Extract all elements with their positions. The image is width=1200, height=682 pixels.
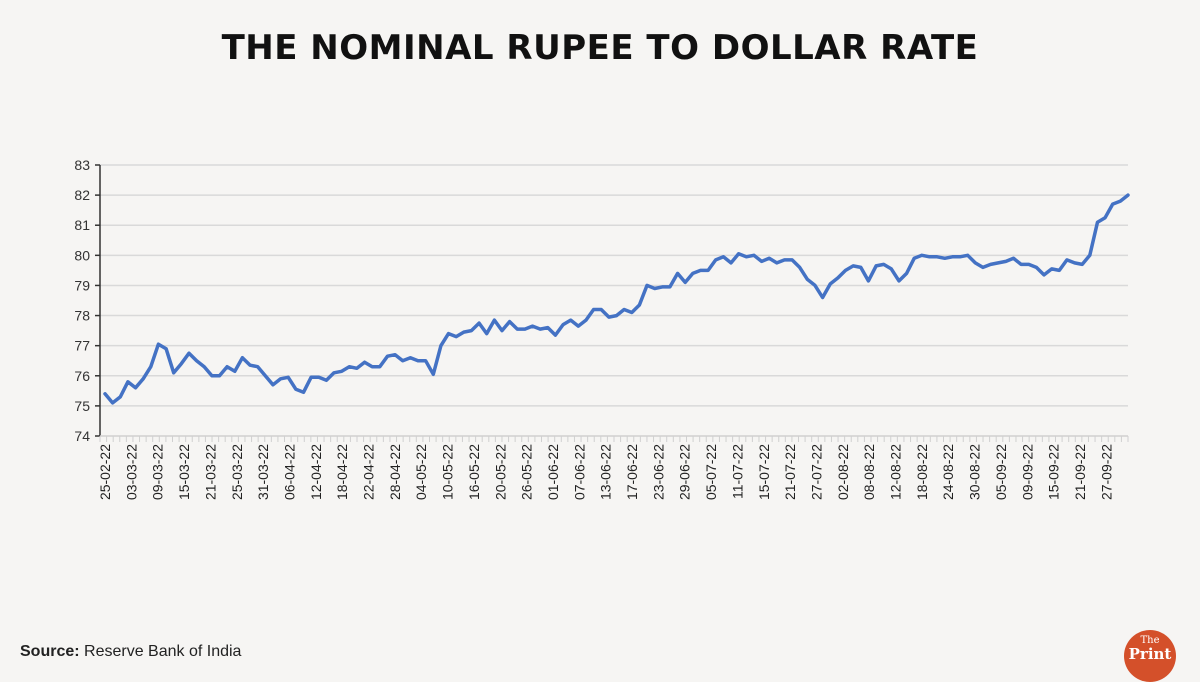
x-tick-label: 02-08-22 — [835, 444, 851, 500]
x-tick-label: 28-04-22 — [387, 444, 403, 500]
x-tick-label: 08-08-22 — [861, 444, 877, 500]
x-tick-label: 24-08-22 — [940, 444, 956, 500]
x-tick-label: 10-05-22 — [440, 444, 456, 500]
x-tick-label: 01-06-22 — [545, 444, 561, 500]
theprint-logo: The Print — [1124, 630, 1176, 682]
x-tick-label: 11-07-22 — [729, 444, 745, 499]
x-tick-label: 07-06-22 — [571, 444, 587, 500]
y-tick-label: 79 — [74, 277, 90, 293]
x-tick-label: 09-09-22 — [1019, 444, 1035, 500]
x-tick-label: 23-06-22 — [650, 444, 666, 500]
x-tick-label: 31-03-22 — [255, 444, 271, 500]
rate-line — [105, 195, 1128, 403]
y-tick-label: 82 — [74, 187, 90, 203]
x-tick-label: 25-02-22 — [97, 444, 113, 500]
x-tick-label: 16-05-22 — [466, 444, 482, 500]
source-text: Reserve Bank of India — [84, 643, 241, 660]
y-tick-label: 74 — [74, 428, 90, 444]
x-tick-label: 05-09-22 — [993, 444, 1009, 500]
x-tick-label: 05-07-22 — [703, 444, 719, 500]
x-tick-label: 06-04-22 — [281, 444, 297, 500]
y-tick-label: 78 — [74, 308, 90, 324]
x-tick-label: 22-04-22 — [361, 444, 377, 500]
x-tick-label: 15-09-22 — [1046, 444, 1062, 500]
x-tick-label: 25-03-22 — [229, 444, 245, 500]
y-tick-label: 81 — [74, 217, 90, 233]
x-tick-label: 04-05-22 — [413, 444, 429, 500]
x-tick-label: 21-09-22 — [1072, 444, 1088, 500]
y-tick-label: 83 — [74, 157, 90, 173]
y-tick-label: 77 — [74, 338, 90, 354]
x-tick-label: 03-03-22 — [123, 444, 139, 500]
x-tick-label: 17-06-22 — [624, 444, 640, 500]
y-tick-label: 75 — [74, 398, 90, 414]
x-tick-label: 13-06-22 — [598, 444, 614, 500]
logo-print: Print — [1124, 646, 1176, 662]
y-tick-label: 80 — [74, 247, 90, 263]
x-tick-label: 27-09-22 — [1098, 444, 1114, 500]
x-tick-label: 18-08-22 — [914, 444, 930, 500]
x-tick-label: 15-03-22 — [176, 444, 192, 500]
x-tick-label: 15-07-22 — [756, 444, 772, 500]
x-tick-label: 21-07-22 — [782, 444, 798, 500]
x-tick-label: 21-03-22 — [202, 444, 218, 500]
x-tick-label: 12-08-22 — [888, 444, 904, 500]
x-tick-label: 18-04-22 — [334, 444, 350, 500]
x-tick-label: 12-04-22 — [308, 444, 324, 500]
x-tick-label: 29-06-22 — [677, 444, 693, 500]
x-tick-label: 09-03-22 — [150, 444, 166, 500]
x-tick-label: 20-05-22 — [492, 444, 508, 500]
x-tick-label: 27-07-22 — [808, 444, 824, 500]
source-label: Source: — [20, 643, 80, 660]
source-note: Source: Reserve Bank of India — [20, 643, 241, 661]
y-tick-label: 76 — [74, 368, 90, 384]
x-tick-label: 26-05-22 — [519, 444, 535, 500]
x-tick-label: 30-08-22 — [967, 444, 983, 500]
